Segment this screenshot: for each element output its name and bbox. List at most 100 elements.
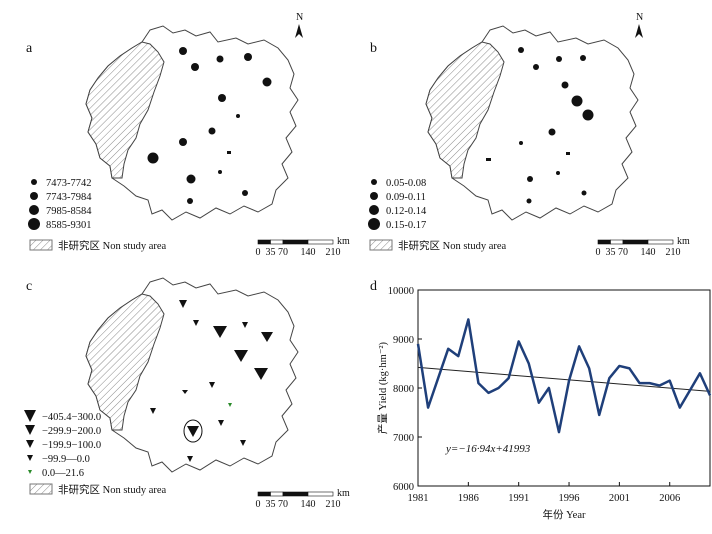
legend-c: −405.4−300.0 −299.9−200.0 −199.9−100.0 −99.… [24,410,101,479]
station-point [216,55,224,63]
legend-label: 7743-7984 [46,192,92,203]
station-point [191,63,199,71]
station-point [548,128,556,136]
station-triangle [213,326,227,338]
legend-symbol [26,440,34,448]
scale-unit: km [677,236,690,247]
y-tick-label: 10000 [388,286,414,297]
legend-label: 7985-8584 [46,206,92,217]
scale-label: 70 [278,247,288,258]
station-point [236,114,240,118]
station-point [187,198,193,204]
station-triangle [218,420,224,426]
station-triangle [193,320,199,326]
scale-segment [622,239,649,245]
legend-symbol [28,470,32,474]
north-arrow: N [635,12,643,38]
y-tick-label: 7000 [393,433,414,444]
legend-symbol [24,410,36,422]
legend-b: 0.05-0.08 0.09-0.11 0.12-0.14 0.15-0.17 [368,178,427,231]
station-point [519,141,523,145]
non-study-legend-b: 非研究区 Non study area [369,239,507,252]
legend-a: 7473-7742 7743-7984 7985-8584 8585-9301 [28,178,92,231]
scale-segment [257,239,271,245]
y-tick-label: 8000 [393,384,414,395]
station-point [561,81,569,89]
station-triangle [234,350,248,362]
station-point [486,158,491,161]
station-triangle [240,440,246,446]
scale-segment [597,239,611,245]
station-point [242,190,248,196]
legend-symbol [25,425,35,435]
scale-segment [282,491,309,497]
legend-symbol [368,218,380,230]
non-study-swatch [29,483,53,495]
map-panel-c: c −405.4−300.0 −299.9−200.0 −199.9−100.0 −9… [24,277,351,510]
scale-segment [270,491,284,497]
north-arrow-icon [635,24,643,38]
scale-label: 35 [606,247,616,258]
x-tick-label: 2006 [659,493,680,504]
station-symbols [147,47,272,204]
panel-letter-b: b [370,41,377,56]
legend-label: 7473-7742 [46,178,92,189]
legend-label: −199.9−100.0 [42,440,101,451]
x-axis-label: 年份 Year [543,508,586,521]
north-arrow: N [295,12,303,38]
station-point [179,47,187,55]
station-triangle [182,390,188,394]
legend-label: 0.15-0.17 [386,220,426,231]
non-study-label: 非研究区 Non study area [398,239,507,252]
panel-letter-d: d [370,279,377,294]
scale-segment [307,239,334,245]
legend-symbol [31,179,37,185]
scale-segment [257,491,271,497]
scale-label: 140 [301,247,316,258]
yield-line-chart: d 6000 7000 8000 9000 10000 1981 1986 1991 1996… [370,279,712,521]
scale-label: 210 [326,499,341,510]
non-study-label: 非研究区 Non study area [58,483,167,496]
scale-label: 35 [266,247,276,258]
legend-label: −99.9—0.0 [42,454,90,465]
scale-label: 70 [278,499,288,510]
station-point [518,47,524,53]
y-axis-ticks: 6000 7000 8000 9000 10000 [388,286,422,493]
scale-label: 140 [641,247,656,258]
x-tick-label: 1991 [508,493,529,504]
station-point [208,127,216,135]
station-triangle [179,300,187,308]
panel-letter-c: c [26,279,32,294]
non-study-legend-a: 非研究区 Non study area [29,239,167,252]
svg-text:N: N [296,12,303,23]
station-point [218,170,222,174]
station-triangle [209,382,215,388]
station-triangle [261,332,273,342]
scale-label: 0 [256,499,261,510]
scale-segment [282,239,309,245]
station-triangle [187,426,199,437]
non-study-legend-c: 非研究区 Non study area [29,483,167,496]
station-point [556,56,562,62]
scale-label: 140 [301,499,316,510]
x-tick-label: 1986 [458,493,479,504]
station-point [227,151,231,154]
x-tick-label: 1981 [408,493,429,504]
station-point [582,109,594,121]
scale-unit: km [337,236,350,247]
y-tick-label: 6000 [393,482,414,493]
station-point [556,171,560,175]
legend-symbol [29,205,39,215]
panel-letter-a: a [26,41,33,56]
y-axis-label: 产量 Yield (kg·hm⁻²) [376,341,389,434]
scale-segment [270,239,284,245]
station-point [262,77,272,87]
station-point [566,152,570,155]
station-point [244,53,252,61]
scale-segment [610,239,624,245]
scale-label: 70 [618,247,628,258]
station-point [147,152,159,164]
